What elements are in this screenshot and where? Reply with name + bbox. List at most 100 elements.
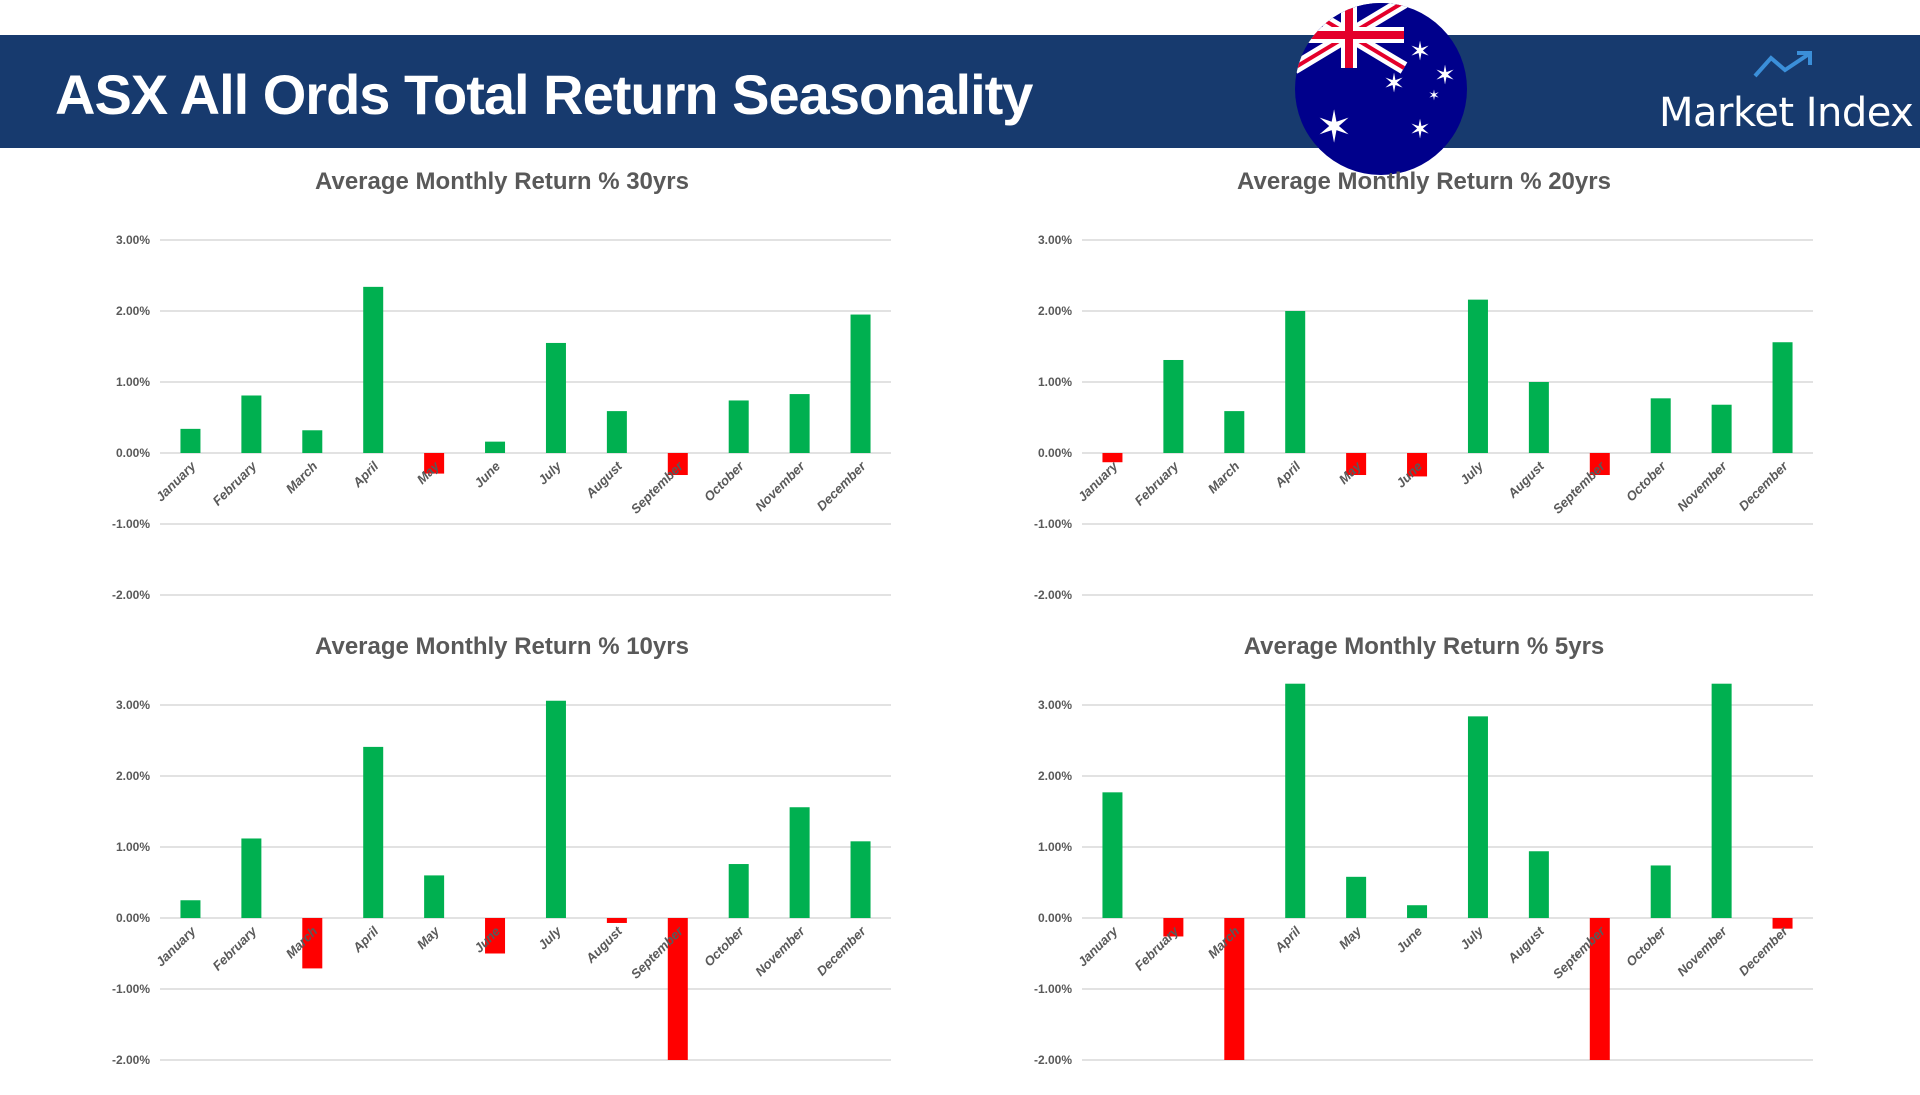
x-tick-label: November — [1674, 458, 1730, 514]
bar-august — [606, 918, 627, 923]
chart-20yrs: Average Monthly Return % 20yrs 3.00% 2.00%… — [1034, 168, 1813, 602]
bar-january — [180, 428, 201, 453]
x-tick-label: January — [153, 923, 199, 969]
bar-july — [545, 342, 566, 453]
y-tick-label: 2.00% — [1038, 304, 1072, 318]
bar-december — [1772, 918, 1793, 929]
x-tick-label: January — [153, 458, 199, 504]
x-tick-label: September — [628, 458, 687, 517]
y-tick-label: 3.00% — [116, 698, 150, 712]
header-band — [0, 35, 1920, 148]
x-tick-label: October — [701, 923, 748, 970]
x-tick-label: July — [535, 458, 565, 488]
x-tick-label: May — [414, 923, 443, 952]
bar-december — [850, 314, 871, 453]
x-tick-label: November — [1674, 923, 1730, 979]
y-tick-label: 1.00% — [116, 375, 150, 389]
y-tick-label: -2.00% — [1034, 588, 1072, 602]
bar-september — [1589, 918, 1610, 1060]
bar-july — [1467, 716, 1488, 918]
svg-text:✶: ✶ — [1434, 61, 1456, 91]
y-tick-label: -1.00% — [1034, 982, 1072, 996]
bar-july — [1467, 299, 1488, 453]
bar-october — [728, 864, 749, 918]
svg-text:✶: ✶ — [1316, 102, 1353, 153]
bar-august — [606, 411, 627, 453]
x-tick-label: November — [752, 923, 808, 979]
bar-march — [1224, 411, 1245, 453]
y-tick-label: 0.00% — [116, 911, 150, 925]
x-tick-label: March — [283, 458, 321, 496]
bar-october — [1650, 865, 1671, 918]
y-tick-label: 3.00% — [116, 233, 150, 247]
bar-february — [1163, 359, 1184, 453]
australian-flag-icon: ✶ ✶ ✶ ✶ ✶ ✶ — [1295, 3, 1467, 175]
bar-october — [1650, 398, 1671, 453]
bar-september — [667, 453, 688, 476]
bar-june — [1407, 905, 1428, 918]
chart-5yrs: Average Monthly Return % 5yrs 3.00% 2.00% 1… — [1034, 633, 1813, 1067]
chart-title: Average Monthly Return % 20yrs — [1237, 168, 1611, 195]
chart-10yrs: Average Monthly Return % 10yrs 3.00% 2.00%… — [112, 633, 891, 1067]
chart-title: Average Monthly Return % 5yrs — [1244, 633, 1605, 660]
bar-april — [1285, 311, 1306, 453]
bar-november — [1711, 683, 1732, 918]
y-tick-label: -1.00% — [112, 517, 150, 531]
x-tick-label: December — [1736, 458, 1792, 514]
y-tick-label: -2.00% — [112, 588, 150, 602]
x-tick-label: August — [582, 458, 625, 501]
bar-june — [1407, 453, 1428, 477]
bar-april — [1285, 683, 1306, 918]
x-tick-label: April — [349, 458, 382, 491]
x-tick-label: April — [1271, 458, 1304, 491]
x-tick-label: October — [701, 458, 748, 505]
svg-text:✶: ✶ — [1409, 37, 1431, 67]
bar-may — [1346, 453, 1367, 476]
bar-january — [180, 900, 201, 918]
y-tick-label: 3.00% — [1038, 233, 1072, 247]
bar-january — [1102, 453, 1123, 463]
x-tick-label: August — [582, 923, 625, 966]
bar-january — [1102, 792, 1123, 918]
bar-november — [789, 394, 810, 453]
y-tick-label: 2.00% — [116, 304, 150, 318]
x-tick-label: January — [1075, 923, 1121, 969]
x-tick-label: January — [1075, 458, 1121, 504]
x-tick-label: May — [1336, 923, 1365, 952]
bar-november — [789, 807, 810, 918]
y-tick-label: -2.00% — [112, 1053, 150, 1067]
bar-march — [302, 430, 323, 453]
x-tick-label: February — [210, 458, 260, 508]
bar-june — [485, 918, 506, 954]
x-tick-label: September — [1550, 458, 1609, 517]
logo-text: Market Index — [1659, 90, 1914, 136]
x-tick-label: July — [1457, 458, 1487, 488]
svg-text:✶: ✶ — [1428, 88, 1440, 104]
x-tick-label: April — [1271, 923, 1304, 956]
y-tick-label: 0.00% — [1038, 911, 1072, 925]
x-tick-label: February — [210, 923, 260, 973]
bar-february — [241, 838, 262, 918]
x-tick-label: March — [1205, 458, 1243, 496]
y-tick-label: 0.00% — [1038, 446, 1072, 460]
y-tick-label: -2.00% — [1034, 1053, 1072, 1067]
x-tick-label: December — [814, 923, 870, 979]
bar-july — [545, 700, 566, 918]
bar-march — [1224, 918, 1245, 1060]
page-title: ASX All Ords Total Return Seasonality — [55, 63, 1033, 126]
bar-march — [302, 918, 323, 969]
y-tick-label: 1.00% — [1038, 375, 1072, 389]
bar-october — [728, 400, 749, 453]
y-tick-label: 1.00% — [116, 840, 150, 854]
bar-december — [1772, 342, 1793, 453]
bar-september — [667, 918, 688, 1060]
bar-may — [424, 875, 445, 918]
bar-april — [363, 286, 384, 453]
chart-30yrs: Average Monthly Return % 30yrs 3.00% 2.00%… — [112, 168, 891, 602]
chart-title: Average Monthly Return % 30yrs — [315, 168, 689, 195]
y-tick-label: 0.00% — [116, 446, 150, 460]
bar-september — [1589, 453, 1610, 476]
bar-may — [424, 453, 445, 474]
y-tick-label: 2.00% — [1038, 769, 1072, 783]
bar-august — [1528, 382, 1549, 453]
